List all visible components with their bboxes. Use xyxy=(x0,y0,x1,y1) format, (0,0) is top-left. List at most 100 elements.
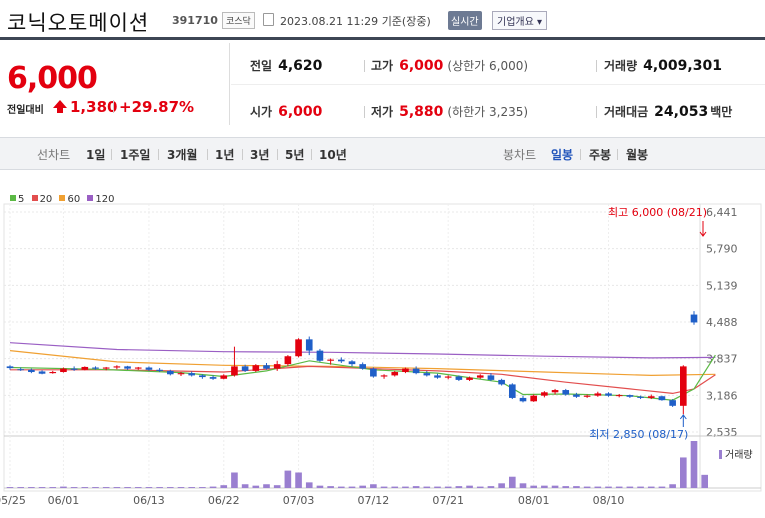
volume-bar xyxy=(38,487,46,488)
candle-body xyxy=(434,375,441,378)
y-tick-label: 2,535 xyxy=(706,426,738,439)
volume-bar xyxy=(370,484,377,488)
volume-bar xyxy=(102,487,110,488)
candle-body xyxy=(17,369,25,371)
x-tick-label: 07/03 xyxy=(283,494,315,507)
y-tick-label: 3,186 xyxy=(706,389,738,402)
divider xyxy=(617,149,618,160)
company-overview-button[interactable]: 기업개요 ▾ xyxy=(492,11,547,30)
y-tick-label: 4,488 xyxy=(706,316,738,329)
market-badge: 코스닥 xyxy=(222,12,255,29)
candle-body xyxy=(455,376,463,380)
candle-body xyxy=(284,356,292,365)
ma-60-line xyxy=(9,350,716,377)
candle-body xyxy=(327,359,334,361)
candle-body xyxy=(487,375,495,380)
volume-bar xyxy=(626,486,634,488)
volume-bar xyxy=(166,487,174,488)
volume-bar xyxy=(81,487,89,488)
chart-legend: 5 20 60 120 xyxy=(6,194,115,205)
divider xyxy=(596,106,597,118)
volume-bar xyxy=(156,487,163,488)
tab-candle-monthly[interactable]: 월봉 xyxy=(626,148,649,162)
volume-bar xyxy=(177,487,185,488)
volume-bar xyxy=(220,485,228,488)
change-label: 전일대비 xyxy=(7,105,44,116)
quote-datetime: 2023.08.21 11:29 기준(장중) xyxy=(280,15,431,28)
volume-bar xyxy=(498,483,505,488)
quote-prev: 전일 4,620 xyxy=(250,58,323,74)
volume-bar xyxy=(519,483,527,488)
volume-bar xyxy=(60,486,67,488)
divider xyxy=(242,149,243,160)
volume-bar xyxy=(541,485,548,488)
volume-bar xyxy=(615,486,623,488)
volume-bar xyxy=(476,486,484,488)
candle-body xyxy=(6,366,14,369)
candle-body xyxy=(231,366,238,376)
volume-bar xyxy=(658,486,666,488)
candle-body xyxy=(60,368,67,373)
tab-period-10y[interactable]: 10년 xyxy=(319,148,347,162)
candle-body xyxy=(658,396,666,401)
x-tick-label: 06/01 xyxy=(48,494,80,507)
volume-bar xyxy=(701,474,709,488)
tab-line-chart[interactable]: 선차트 xyxy=(37,148,71,162)
candle-body xyxy=(134,367,142,369)
price-change-percent: +29.87% xyxy=(119,98,195,116)
volume-bar xyxy=(305,482,313,488)
tab-candle-chart[interactable]: 봉차트 xyxy=(503,148,537,162)
tab-period-1y[interactable]: 1년 xyxy=(215,148,235,162)
volume-bar xyxy=(92,487,99,488)
tab-candle-daily[interactable]: 일봉 xyxy=(551,148,574,162)
current-price: 6,000 xyxy=(7,61,98,96)
high-arrow xyxy=(699,221,707,237)
volume-bar xyxy=(434,486,441,488)
divider xyxy=(580,149,581,160)
tab-period-3y[interactable]: 3년 xyxy=(250,148,270,162)
tab-period-5y[interactable]: 5년 xyxy=(285,148,305,162)
candle-body xyxy=(605,393,612,396)
candle-body xyxy=(679,366,687,406)
quote-high: 고가 6,000 (상한가 6,000) xyxy=(371,58,529,74)
legend-label-120: 120 xyxy=(95,194,115,205)
volume-bar xyxy=(423,486,431,488)
candle-body xyxy=(28,369,35,373)
candle-body xyxy=(113,366,121,368)
tab-period-1d[interactable]: 1일 xyxy=(86,148,106,162)
volume-bar xyxy=(594,486,602,488)
realtime-button[interactable]: 실시간 xyxy=(448,11,482,30)
plot-frame xyxy=(3,203,762,492)
volume-bar xyxy=(252,485,260,488)
legend-label-5: 5 xyxy=(18,194,25,205)
legend-label-60: 60 xyxy=(67,194,81,205)
candle-body xyxy=(423,373,431,376)
candle-body xyxy=(647,396,655,398)
candle-body xyxy=(370,368,377,377)
quote-grid: 전일 4,620 고가 6,000 (상한가 6,000) 거래량 4,009,301 … xyxy=(231,43,765,125)
candle-body xyxy=(573,394,580,397)
legend-swatch-60 xyxy=(59,195,66,201)
volume-bar xyxy=(337,486,345,488)
candle-body xyxy=(519,397,527,402)
y-tick-label: 6,441 xyxy=(706,206,738,219)
volume-bar xyxy=(508,476,516,488)
candle-body xyxy=(156,369,163,371)
volume-bar xyxy=(583,486,591,488)
y-tick-label: 3,837 xyxy=(706,353,738,366)
tab-period-1w[interactable]: 1주일 xyxy=(120,148,151,162)
candle-body xyxy=(316,350,324,361)
candle-body xyxy=(188,373,196,376)
price-panel: 6,000 전일대비 1,380 +29.87% xyxy=(0,43,230,125)
x-tick-label: 06/22 xyxy=(208,494,240,507)
document-icon xyxy=(263,13,274,26)
ma-20-line xyxy=(10,365,716,395)
candle-body xyxy=(498,379,505,385)
tab-candle-weekly[interactable]: 주봉 xyxy=(589,148,612,162)
candle-body xyxy=(466,377,473,380)
candle-body xyxy=(177,373,185,375)
volume-bar xyxy=(348,486,356,488)
tab-period-3m[interactable]: 3개월 xyxy=(167,148,198,162)
low-arrow xyxy=(679,414,687,427)
